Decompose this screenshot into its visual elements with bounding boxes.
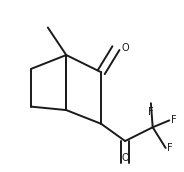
Text: F: F: [167, 143, 173, 153]
Text: F: F: [148, 107, 154, 117]
Text: O: O: [121, 153, 129, 163]
Text: F: F: [171, 115, 177, 125]
Text: O: O: [121, 43, 129, 53]
